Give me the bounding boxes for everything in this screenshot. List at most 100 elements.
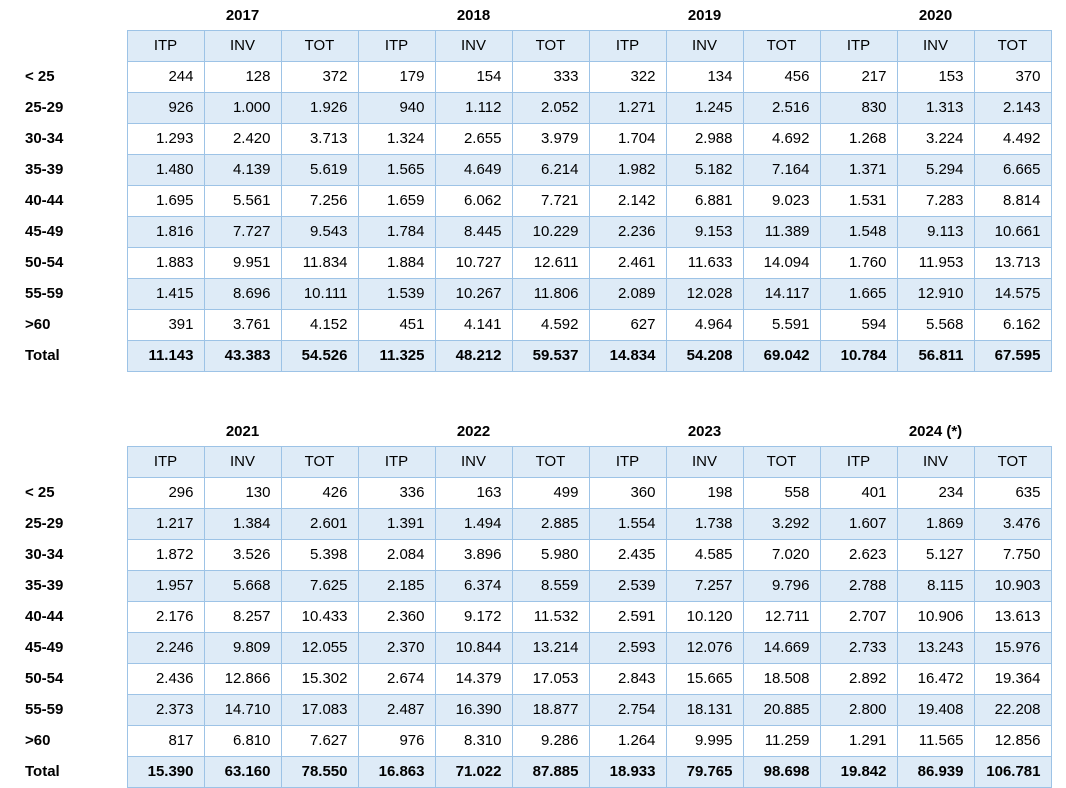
value-cell: 3.761 bbox=[203, 309, 282, 341]
value-cell: 3.713 bbox=[280, 123, 359, 155]
age-group-label: 55-59 bbox=[25, 285, 64, 302]
value-cell: 322 bbox=[588, 61, 667, 93]
value-cell: 128 bbox=[203, 61, 282, 93]
value-cell: 7.164 bbox=[742, 154, 821, 186]
value-cell: 1.415 bbox=[126, 278, 205, 310]
value-cell: 8.115 bbox=[896, 570, 975, 602]
value-cell: 940 bbox=[357, 92, 436, 124]
value-cell: 9.809 bbox=[203, 632, 282, 664]
data-row: 40-44 1.695 5.561 7.256 1.659 6.062 7.721 2.142… bbox=[0, 185, 1052, 217]
value-cell: 2.539 bbox=[588, 570, 667, 602]
value-cell: 3.476 bbox=[973, 508, 1052, 540]
value-cell: 134 bbox=[665, 61, 744, 93]
value-cell: 11.633 bbox=[665, 247, 744, 279]
value-cell: 15.665 bbox=[665, 663, 744, 695]
measure-header: ITP bbox=[126, 446, 205, 478]
value-cell: 7.625 bbox=[280, 570, 359, 602]
value-cell: 1.293 bbox=[126, 123, 205, 155]
total-row: Total 15.390 63.160 78.550 16.863 71.022 87.88… bbox=[0, 756, 1052, 788]
value-cell: 7.727 bbox=[203, 216, 282, 248]
data-row: 35-39 1.480 4.139 5.619 1.565 4.649 6.214 1.982… bbox=[0, 154, 1052, 186]
measure-header: INV bbox=[665, 30, 744, 62]
value-cell: 10.267 bbox=[434, 278, 513, 310]
value-cell: 14.669 bbox=[742, 632, 821, 664]
measure-header: TOT bbox=[742, 30, 821, 62]
year-row-spacer bbox=[0, 2, 127, 31]
value-cell: 154 bbox=[434, 61, 513, 93]
value-cell: 5.668 bbox=[203, 570, 282, 602]
value-cell: 11.389 bbox=[742, 216, 821, 248]
measure-header: INV bbox=[203, 446, 282, 478]
value-cell: 8.257 bbox=[203, 601, 282, 633]
value-cell: 8.445 bbox=[434, 216, 513, 248]
age-group-label: 55-59 bbox=[25, 701, 64, 718]
value-cell: 2.370 bbox=[357, 632, 436, 664]
value-cell: 1.384 bbox=[203, 508, 282, 540]
value-cell: 2.487 bbox=[357, 694, 436, 726]
value-cell: 4.152 bbox=[280, 309, 359, 341]
data-row: >60 817 6.810 7.627 976 8.310 9.286 1.264 9.995 1… bbox=[0, 725, 1052, 757]
value-cell: 1.271 bbox=[588, 92, 667, 124]
value-cell: 2.593 bbox=[588, 632, 667, 664]
value-cell: 2.591 bbox=[588, 601, 667, 633]
value-cell: 1.291 bbox=[819, 725, 898, 757]
value-cell: 7.256 bbox=[280, 185, 359, 217]
value-cell: 2.142 bbox=[588, 185, 667, 217]
age-group-label: Total bbox=[25, 763, 60, 780]
value-cell: 63.160 bbox=[203, 756, 282, 788]
value-cell: 98.698 bbox=[742, 756, 821, 788]
value-cell: 198 bbox=[665, 477, 744, 509]
data-row: < 25 244 128 372 179 154 333 322 134 456 217 153 370 bbox=[0, 61, 1052, 93]
value-cell: 2.516 bbox=[742, 92, 821, 124]
value-cell: 5.568 bbox=[896, 309, 975, 341]
age-group-label: >60 bbox=[25, 732, 51, 749]
value-cell: 6.214 bbox=[511, 154, 590, 186]
value-cell: 19.408 bbox=[896, 694, 975, 726]
age-group-label: < 25 bbox=[25, 68, 55, 85]
value-cell: 1.371 bbox=[819, 154, 898, 186]
measure-header: TOT bbox=[511, 446, 590, 478]
value-cell: 8.310 bbox=[434, 725, 513, 757]
value-cell: 17.053 bbox=[511, 663, 590, 695]
value-cell: 9.995 bbox=[665, 725, 744, 757]
value-cell: 2.655 bbox=[434, 123, 513, 155]
table-block-2021-2024: 2021 2022 2023 2024 (*) ITP INV TOT ITP INV TOT I… bbox=[0, 418, 1066, 788]
table-block-2017-2020: 2017 2018 2019 2020 ITP INV TOT ITP INV TOT ITP IN… bbox=[0, 2, 1066, 372]
measure-header: INV bbox=[896, 446, 975, 478]
value-cell: 12.866 bbox=[203, 663, 282, 695]
value-cell: 234 bbox=[896, 477, 975, 509]
measure-header: ITP bbox=[819, 446, 898, 478]
value-cell: 5.619 bbox=[280, 154, 359, 186]
value-cell: 1.494 bbox=[434, 508, 513, 540]
value-cell: 2.623 bbox=[819, 539, 898, 571]
value-cell: 54.208 bbox=[665, 340, 744, 372]
age-group-label: 35-39 bbox=[25, 577, 64, 594]
measure-header: TOT bbox=[511, 30, 590, 62]
measure-header: TOT bbox=[973, 30, 1052, 62]
value-cell: 7.283 bbox=[896, 185, 975, 217]
age-group-label: 40-44 bbox=[25, 192, 64, 209]
year-header: 2022 bbox=[456, 423, 491, 440]
value-cell: 12.028 bbox=[665, 278, 744, 310]
value-cell: 6.162 bbox=[973, 309, 1052, 341]
value-cell: 10.661 bbox=[973, 216, 1052, 248]
value-cell: 179 bbox=[357, 61, 436, 93]
value-cell: 2.800 bbox=[819, 694, 898, 726]
value-cell: 9.023 bbox=[742, 185, 821, 217]
value-cell: 11.259 bbox=[742, 725, 821, 757]
value-cell: 9.113 bbox=[896, 216, 975, 248]
value-cell: 10.120 bbox=[665, 601, 744, 633]
value-cell: 9.951 bbox=[203, 247, 282, 279]
data-row: 25-29 926 1.000 1.926 940 1.112 2.052 1.271 1.24… bbox=[0, 92, 1052, 124]
value-cell: 7.257 bbox=[665, 570, 744, 602]
year-header: 2019 bbox=[687, 7, 722, 24]
value-cell: 2.707 bbox=[819, 601, 898, 633]
value-cell: 48.212 bbox=[434, 340, 513, 372]
value-cell: 153 bbox=[896, 61, 975, 93]
value-cell: 360 bbox=[588, 477, 667, 509]
value-cell: 2.373 bbox=[126, 694, 205, 726]
value-cell: 12.055 bbox=[280, 632, 359, 664]
measure-header: TOT bbox=[973, 446, 1052, 478]
value-cell: 1.554 bbox=[588, 508, 667, 540]
